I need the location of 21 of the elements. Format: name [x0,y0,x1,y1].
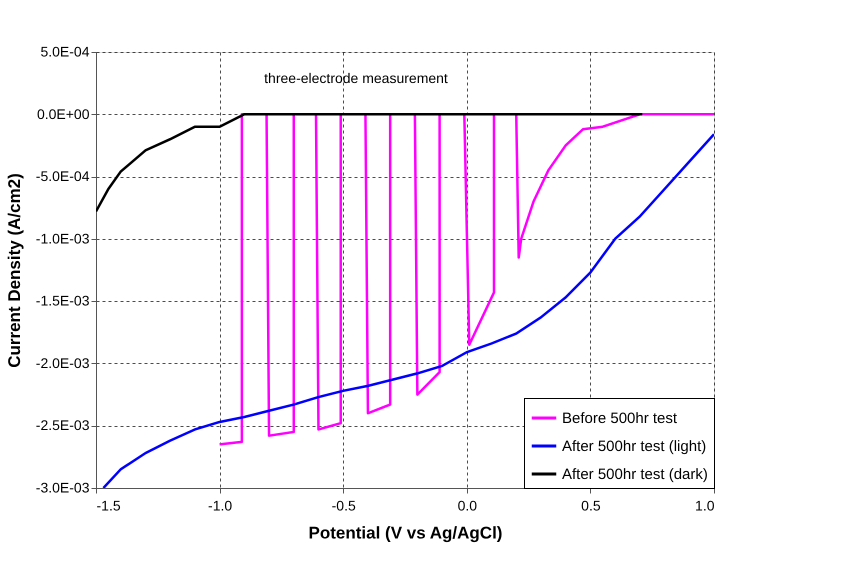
legend-label: After 500hr test (light) [562,438,706,455]
line-series [102,132,714,488]
y-tick-label: -1.0E-03 [36,230,90,246]
x-tick-label: -0.5 [332,498,356,514]
y-tick-label: -2.0E-03 [36,354,90,371]
legend-label: Before 500hr test [562,410,678,427]
y-tick-label: 5.0E-04 [40,44,90,60]
x-tick-label: 1.0 [695,498,715,514]
y-tick-label: -1.5E-03 [36,292,90,309]
y-tick-label: -2.5E-03 [36,417,90,434]
legend-label: After 500hr test (dark) [562,466,708,483]
y-tick-label: -5.0E-04 [36,168,90,184]
annotation: three-electrode measurement [264,70,448,86]
y-axis-title: Current Density (A/cm2) [4,173,24,368]
y-tick-label: 0.0E+00 [36,106,90,122]
y-tick-label: -3.0E-03 [36,480,90,496]
x-axis-title: Potential (V vs Ag/AgCl) [308,524,502,542]
x-tick-label: 0.5 [581,498,601,514]
x-tick-label: -1.5 [96,498,121,514]
x-tick-label: -1.0 [208,498,232,514]
x-tick-label: 0.0 [458,498,478,514]
